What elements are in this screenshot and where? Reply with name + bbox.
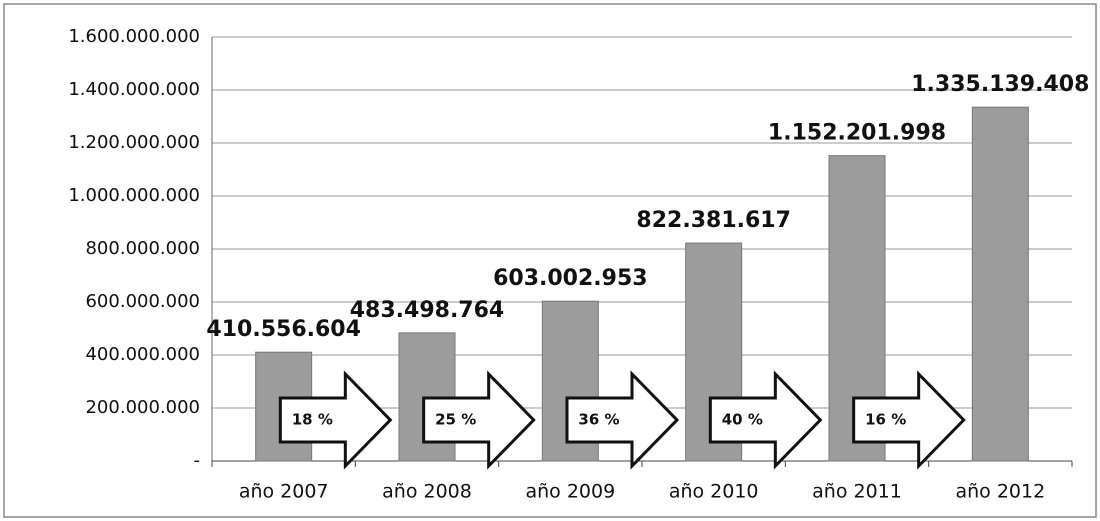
y-tick-label: 600.000.000 bbox=[85, 291, 200, 312]
arrow-label: 36 % bbox=[578, 411, 619, 429]
data-label: 603.002.953 bbox=[493, 266, 647, 291]
x-tick-label: año 2011 bbox=[812, 481, 902, 503]
y-tick-label: 1.200.000.000 bbox=[68, 132, 200, 153]
x-tick-label: año 2008 bbox=[382, 481, 472, 503]
x-tick-label: año 2007 bbox=[239, 481, 329, 503]
y-tick-label: 800.000.000 bbox=[85, 238, 200, 259]
y-tick-label: 1.600.000.000 bbox=[68, 26, 200, 47]
data-label: 410.556.604 bbox=[206, 317, 360, 342]
arrow bbox=[565, 370, 680, 470]
bar bbox=[971, 106, 1029, 462]
arrow-label: 16 % bbox=[865, 411, 906, 429]
data-label: 822.381.617 bbox=[636, 208, 790, 233]
arrow bbox=[422, 370, 536, 470]
data-label: 483.498.764 bbox=[350, 298, 504, 323]
y-tick-label: 1.400.000.000 bbox=[68, 79, 200, 100]
x-tick-label: año 2010 bbox=[669, 481, 759, 503]
arrow bbox=[852, 370, 966, 470]
data-label: 1.335.139.408 bbox=[911, 72, 1089, 97]
x-tick-label: año 2012 bbox=[955, 481, 1045, 503]
arrow-label: 25 % bbox=[435, 411, 476, 429]
y-tick-label: 400.000.000 bbox=[85, 344, 200, 365]
y-tick-label: 200.000.000 bbox=[85, 397, 200, 418]
arrow-label: 18 % bbox=[292, 411, 333, 429]
arrow-label: 40 % bbox=[722, 411, 763, 429]
arrow bbox=[708, 370, 823, 470]
x-tick-label: año 2009 bbox=[525, 481, 615, 503]
y-tick-label: 1.000.000.000 bbox=[68, 185, 200, 206]
arrow bbox=[278, 370, 393, 470]
y-tick-label: - bbox=[194, 450, 201, 471]
data-label: 1.152.201.998 bbox=[768, 121, 946, 146]
